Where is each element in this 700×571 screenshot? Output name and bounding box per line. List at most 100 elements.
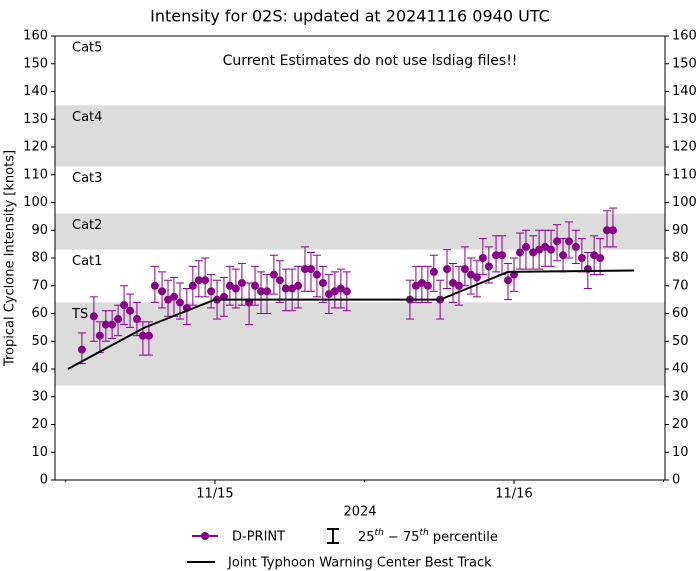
data-point [577,254,586,262]
y-tick-label: 90 [31,223,48,238]
data-point [194,276,203,285]
legend-label-part: th [375,528,385,538]
x-tick-label: 11/16 [495,487,532,502]
y-tick-label: 30 [31,389,48,404]
y-tick-label: 40 [31,362,48,377]
y-tick-label: 0 [40,473,48,488]
y2-tick-label: 110 [672,167,697,182]
band-label: Cat2 [72,218,102,233]
legend-label-part: th [419,528,429,538]
y-tick-label: 100 [23,195,48,210]
y2-tick-label: 160 [672,29,697,44]
y-tick-label: 50 [31,334,48,349]
y2-tick-label: 130 [672,112,697,127]
data-point [77,345,86,354]
data-point [521,242,530,251]
data-point [342,287,351,296]
y2-tick-label: 30 [672,389,689,404]
best-track-line [67,269,634,370]
data-point [101,320,110,329]
data-point [454,281,463,290]
data-point [201,276,210,285]
data-point [263,287,272,296]
data-point [207,287,216,296]
plot-frame [54,35,666,481]
data-point [330,287,339,296]
y2-tick-label: 100 [672,195,697,210]
data-point [150,281,159,290]
y2-tick-label: 40 [672,362,689,377]
y-tick-label: 60 [31,306,48,321]
data-point [257,287,266,296]
legend-label: 25th − 75th percentile [358,528,498,545]
x-axis-label: 2024 [343,505,376,520]
y-tick-label: 160 [23,29,48,44]
data-point [443,265,452,274]
legend-label-part: percentile [429,530,498,545]
data-point [417,278,426,287]
legend-label-part: 25 [358,530,375,545]
data-point [448,278,457,287]
band-label: Cat3 [72,171,102,186]
y2-tick-label: 60 [672,306,689,321]
data-point [547,245,556,254]
legend-label-part: − 75 [384,530,420,545]
data-point [504,276,513,285]
y-tick-label: 150 [23,56,48,71]
y2-tick-label: 90 [672,223,689,238]
data-point [460,265,469,274]
band-label: TS [71,307,88,322]
data-point [231,284,240,293]
data-point [306,265,315,274]
legend-marker [201,532,209,540]
y2-tick-label: 150 [672,56,697,71]
legend-label: D-PRINT [232,530,285,545]
y-tick-label: 70 [31,278,48,293]
data-point [89,312,98,321]
data-point [498,251,507,260]
data-point [429,267,438,276]
data-point [466,270,475,279]
y2-tick-label: 50 [672,334,689,349]
data-point [175,298,184,307]
data-point [553,237,562,246]
data-point [95,331,104,340]
data-point [281,284,290,293]
y2-tick-label: 0 [672,473,680,488]
data-point [608,226,617,235]
data-point [336,284,345,293]
data-point [120,301,129,310]
band-label: Cat4 [72,110,102,125]
y2-tick-label: 80 [672,251,689,266]
data-point [158,287,167,296]
data-point [275,276,284,285]
y-tick-label: 130 [23,112,48,127]
data-point [324,290,333,299]
chart-title: Intensity for 02S: updated at 20241116 0… [150,7,550,26]
data-point [529,248,538,257]
y2-tick-label: 20 [672,417,689,432]
data-point [559,251,568,260]
x-tick-label: 11/15 [196,487,233,502]
data-point [294,281,303,290]
data-point [300,265,309,274]
data-point [423,281,432,290]
y-tick-label: 140 [23,84,48,99]
band-label: Cat5 [72,41,102,56]
data-point [108,320,117,329]
data-point [602,226,611,235]
y-axis-label: Tropical Cyclone Intensity [knots] [3,150,18,367]
data-point [144,331,153,340]
y2-tick-label: 10 [672,445,689,460]
band-label: Cat1 [72,254,102,269]
data-point [411,281,420,290]
data-point [590,251,599,260]
y-tick-label: 10 [31,445,48,460]
data-point [565,237,574,246]
data-point [541,242,550,251]
data-point [596,254,605,262]
data-point [164,295,173,304]
annotation: Current Estimates do not use lsdiag file… [223,53,518,69]
